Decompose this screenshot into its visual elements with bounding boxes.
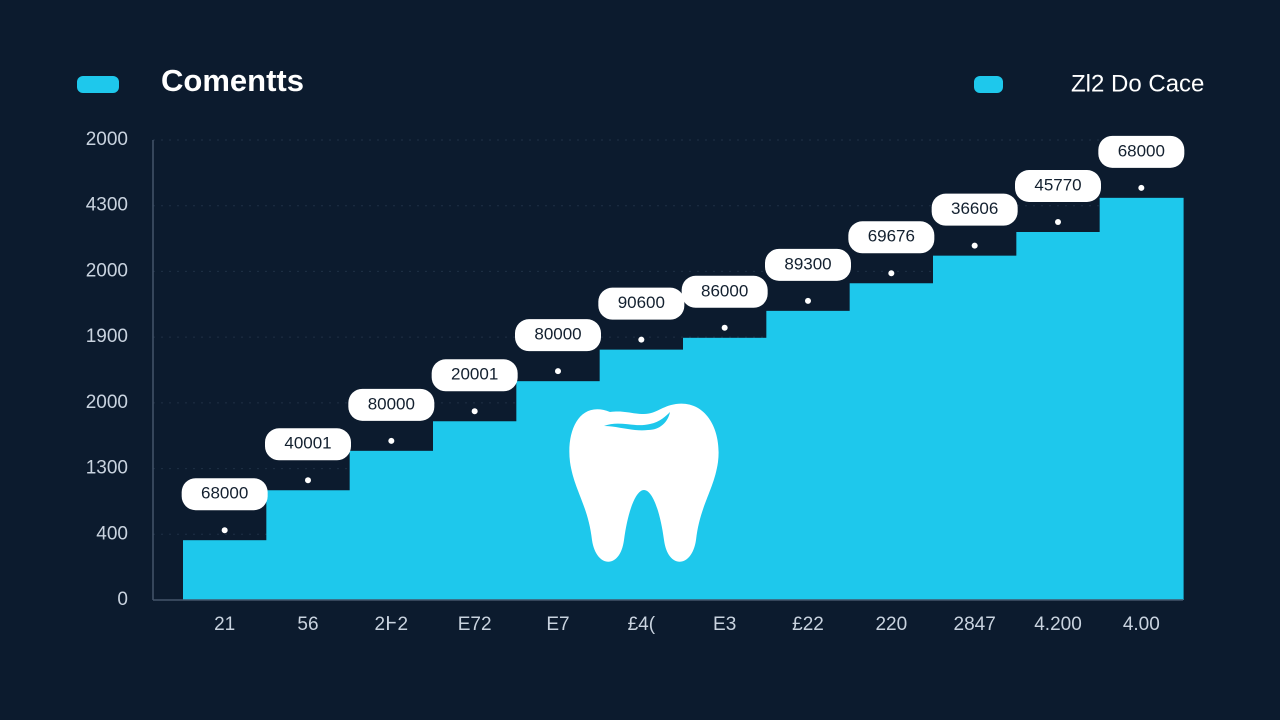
- y-tick-label: 2000: [86, 392, 128, 413]
- value-bubble: [265, 428, 351, 461]
- legend-swatch: [974, 76, 1003, 93]
- value-label: 69676: [868, 227, 915, 246]
- value-bubble: [515, 319, 601, 352]
- x-tick-label: £22: [792, 614, 824, 635]
- x-tick-label: E72: [458, 614, 492, 635]
- value-dot: [805, 297, 811, 304]
- y-tick-label: 2000: [86, 129, 128, 150]
- step-area: [849, 283, 934, 600]
- x-tick-label: E3: [713, 614, 736, 635]
- value-dot: [471, 408, 478, 415]
- value-label: 80000: [534, 325, 581, 344]
- x-tick-label: £4(: [628, 614, 656, 635]
- value-label: 40001: [284, 434, 331, 453]
- step-area: [183, 540, 267, 600]
- value-dot: [721, 324, 728, 331]
- value-dot: [388, 437, 395, 444]
- value-label: 86000: [701, 281, 748, 300]
- y-tick-label: 1900: [86, 326, 128, 347]
- value-label: 90600: [618, 293, 665, 312]
- value-dot: [638, 336, 645, 343]
- tooth-icon: [569, 403, 719, 562]
- step-area: [1099, 197, 1184, 601]
- value-bubble: [348, 388, 435, 421]
- value-bubble: [1098, 135, 1185, 168]
- step-area: [1016, 232, 1101, 600]
- value-dot: [1138, 184, 1145, 191]
- y-tick-label: 2000: [86, 260, 128, 281]
- title-swatch: [77, 76, 119, 93]
- value-bubble: [598, 287, 685, 320]
- x-tick-label: 2Ͱ2: [375, 614, 409, 635]
- value-label: 89300: [784, 254, 831, 273]
- x-tick-label: 21: [214, 614, 235, 635]
- value-dot: [305, 477, 311, 484]
- value-dot: [971, 242, 978, 249]
- step-area: [266, 490, 351, 600]
- y-tick-label: 400: [96, 523, 128, 544]
- plot-area: 0 400 1300 2000 1900 2000 4300 2000 21 68000 56 400…: [86, 129, 1185, 635]
- value-dot: [555, 368, 561, 375]
- x-tick-label: E7: [546, 614, 569, 635]
- step-area: [433, 421, 517, 600]
- step-area: [766, 310, 851, 600]
- x-tick-label: 220: [875, 614, 907, 635]
- chart-title: Comentts: [161, 63, 304, 98]
- value-bubble: [181, 478, 268, 511]
- value-bubble: [681, 275, 768, 308]
- step-area: [349, 450, 434, 600]
- value-label: 20001: [451, 365, 498, 384]
- value-label: 80000: [368, 394, 415, 413]
- value-bubble: [848, 221, 935, 254]
- value-bubble: [931, 193, 1018, 226]
- legend-label: Zl2 Do Cace: [1071, 70, 1204, 97]
- tooth-highlight: [604, 412, 670, 431]
- x-tick-label: 4.00: [1123, 614, 1160, 635]
- value-bubble: [765, 248, 851, 281]
- step-area: [933, 255, 1017, 600]
- y-tick-label: 4300: [86, 195, 128, 216]
- value-label: 45770: [1034, 175, 1081, 194]
- value-dot: [888, 270, 895, 277]
- value-dot: [1055, 219, 1061, 225]
- value-bubble: [431, 359, 518, 392]
- x-tick-label: 2847: [954, 614, 996, 635]
- y-tick-label: 0: [117, 589, 128, 610]
- value-label: 36606: [951, 199, 998, 218]
- x-tick-label: 56: [297, 614, 318, 635]
- value-dot: [221, 527, 228, 534]
- value-label: 68000: [201, 484, 248, 503]
- x-tick-label: 4.200: [1034, 614, 1082, 635]
- y-tick-label: 1300: [86, 458, 128, 479]
- value-bubble: [1015, 170, 1101, 202]
- value-label: 68000: [1118, 141, 1165, 160]
